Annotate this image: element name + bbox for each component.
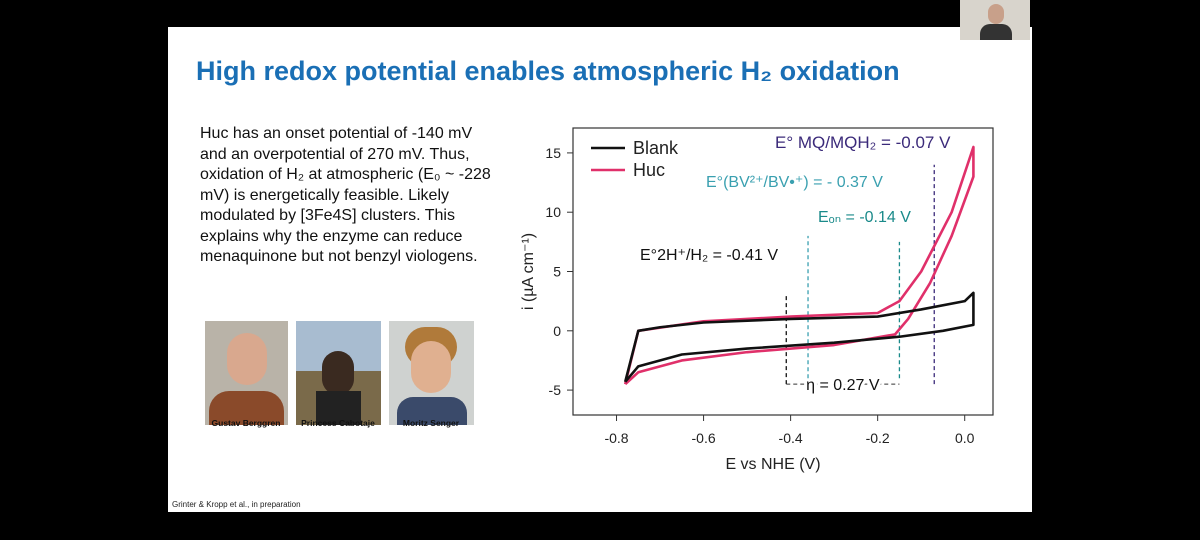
- webcam: [960, 0, 1030, 40]
- annotation: Eₒₙ = -0.14 V: [818, 209, 911, 226]
- legend-label: Blank: [633, 138, 679, 158]
- x-tick-label: 0.0: [955, 430, 975, 446]
- person-name: Princess Cabotaje: [301, 418, 375, 428]
- x-tick-label: -0.4: [779, 430, 803, 446]
- series-line: [623, 145, 975, 386]
- photo: [205, 321, 288, 425]
- photo: [389, 321, 474, 425]
- annotation: E° MQ/MQH₂ = -0.07 V: [775, 133, 951, 152]
- slide-title: High redox potential enables atmospheric…: [196, 56, 900, 86]
- y-tick-label: 5: [553, 264, 561, 280]
- y-tick-label: 0: [553, 323, 561, 339]
- y-tick-label: 10: [545, 204, 561, 220]
- y-axis-label: i (µA cm⁻¹): [520, 233, 537, 310]
- slide-body: Huc has an onset potential of -140 mV an…: [200, 125, 491, 265]
- x-tick-label: -0.2: [866, 430, 890, 446]
- annotation: η = 0.27 V: [806, 377, 880, 394]
- annotation: E°(BV²⁺/BV•⁺) = - 0.37 V: [706, 174, 883, 191]
- x-axis-label: E vs NHE (V): [725, 456, 820, 473]
- person-name: Moritz Senger: [402, 418, 460, 428]
- annotation: E°2H⁺/H₂ = -0.41 V: [640, 247, 778, 264]
- footer: Grinter & Kropp et al., in preparation: [172, 500, 301, 509]
- y-tick-label: 15: [545, 145, 561, 161]
- slide: [168, 27, 1032, 512]
- photo: [296, 321, 381, 425]
- legend-label: Huc: [633, 160, 665, 180]
- x-tick-label: -0.8: [604, 430, 628, 446]
- person-name: Gustav Berggren: [211, 418, 281, 428]
- x-tick-label: -0.6: [692, 430, 716, 446]
- series-line: [623, 291, 975, 383]
- y-tick-label: -5: [549, 382, 562, 398]
